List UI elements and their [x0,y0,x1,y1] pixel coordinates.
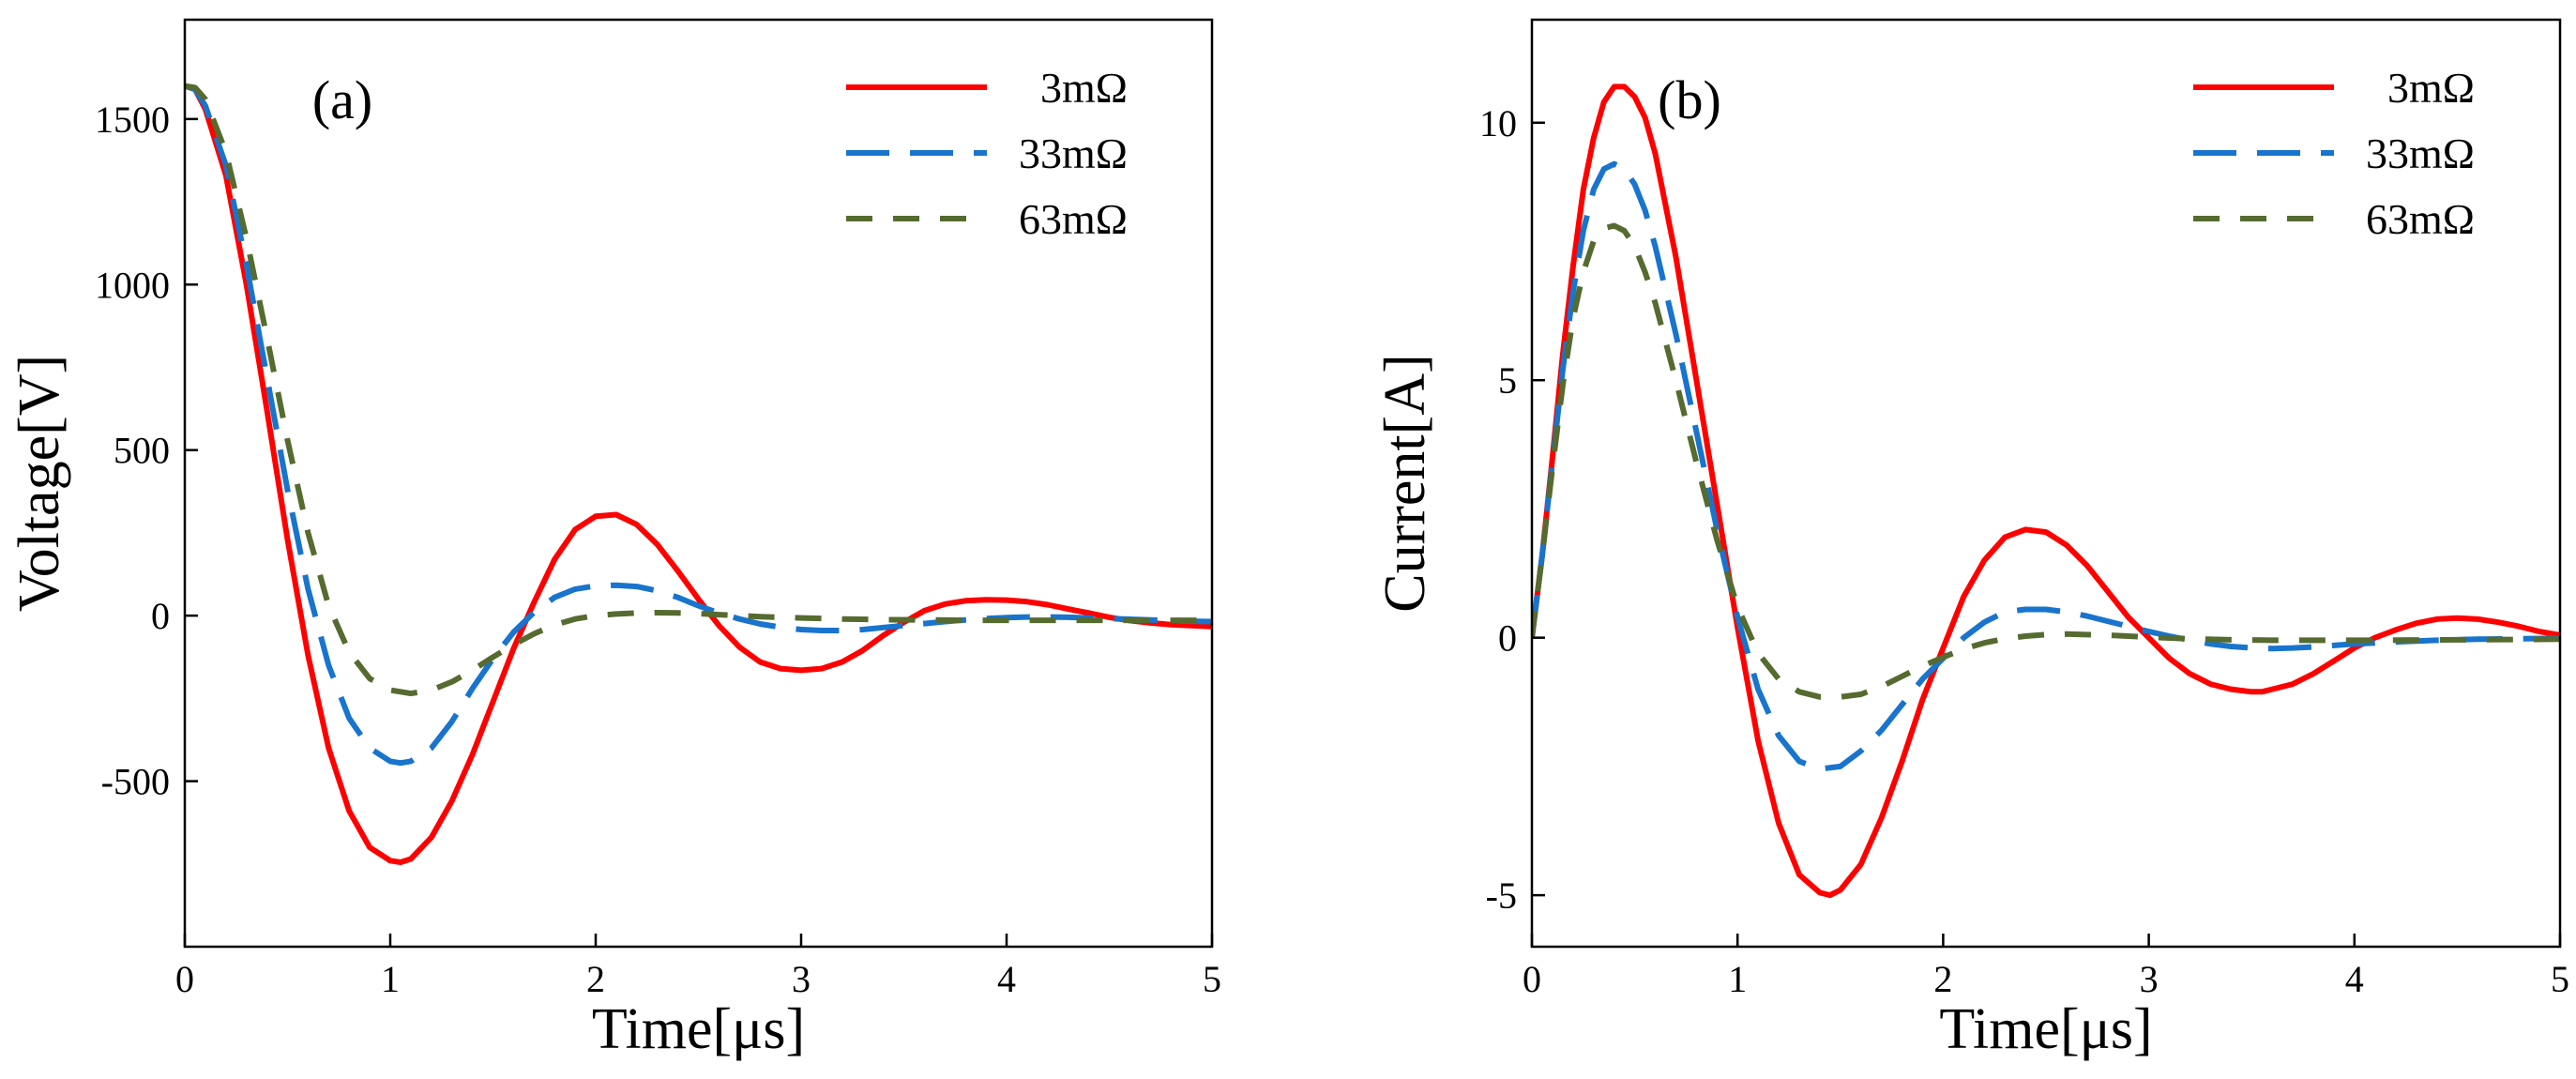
legend-label: 3mΩ [1040,64,1128,112]
x-axis-label: Time[μs] [592,997,805,1061]
series-group [185,83,1212,865]
series-group [1532,84,2560,899]
series-line-63m [185,83,1212,697]
plot-frame [183,18,1214,949]
x-axis-label: Time[μs] [1939,997,2152,1061]
legend: 3mΩ 33mΩ 63mΩ [846,64,1128,243]
x-tick-label: 5 [2551,958,2569,1000]
series-line-3m [185,83,1212,865]
y-axis-label: Current[A] [1373,354,1437,612]
legend-label: 63mΩ [1019,195,1128,243]
y-tick-label: 1000 [95,264,170,306]
legend-label: 33mΩ [2366,129,2475,177]
x-tick-label: 4 [997,958,1016,1000]
y-tick-label: 1500 [95,99,170,141]
x-tick-label: 4 [2345,958,2364,1000]
x-tick-label: 3 [2140,958,2159,1000]
x-tick-label: 1 [1728,958,1747,1000]
x-tick-label: 0 [175,958,194,1000]
x-tick-label: 3 [792,958,811,1000]
x-tick-label: 2 [586,958,605,1000]
y-tick-label: 10 [1479,102,1517,144]
y-tick-label: -5 [1486,874,1517,917]
series-line-33m [1532,160,2560,772]
x-tick-label: 1 [381,958,400,1000]
series-line-33m [185,83,1212,767]
y-tick-label: 5 [1498,359,1517,402]
plot-frame [1530,18,2562,949]
panel-label: (a) [312,69,372,130]
y-tick-label: 0 [151,595,170,637]
y-tick-label: 0 [1498,617,1517,660]
legend: 3mΩ 33mΩ 63mΩ [2193,64,2475,243]
legend-label: 3mΩ [2387,64,2475,112]
x-tick-label: 2 [1933,958,1952,1000]
panel-a-voltage: 0 1 2 3 4 5 -500 0 500 1000 1500 Time[μs] Voltage[V]… [8,18,1221,1061]
x-tick-label: 0 [1523,958,1541,1000]
y-axis-label: Voltage[V] [8,355,71,612]
legend-label: 63mΩ [2366,195,2475,243]
y-tick-label: 500 [114,430,170,472]
y-tick-label: -500 [101,761,170,803]
panel-label: (b) [1658,69,1721,130]
legend-label: 33mΩ [1019,129,1128,177]
x-tick-label: 5 [1203,958,1221,1000]
